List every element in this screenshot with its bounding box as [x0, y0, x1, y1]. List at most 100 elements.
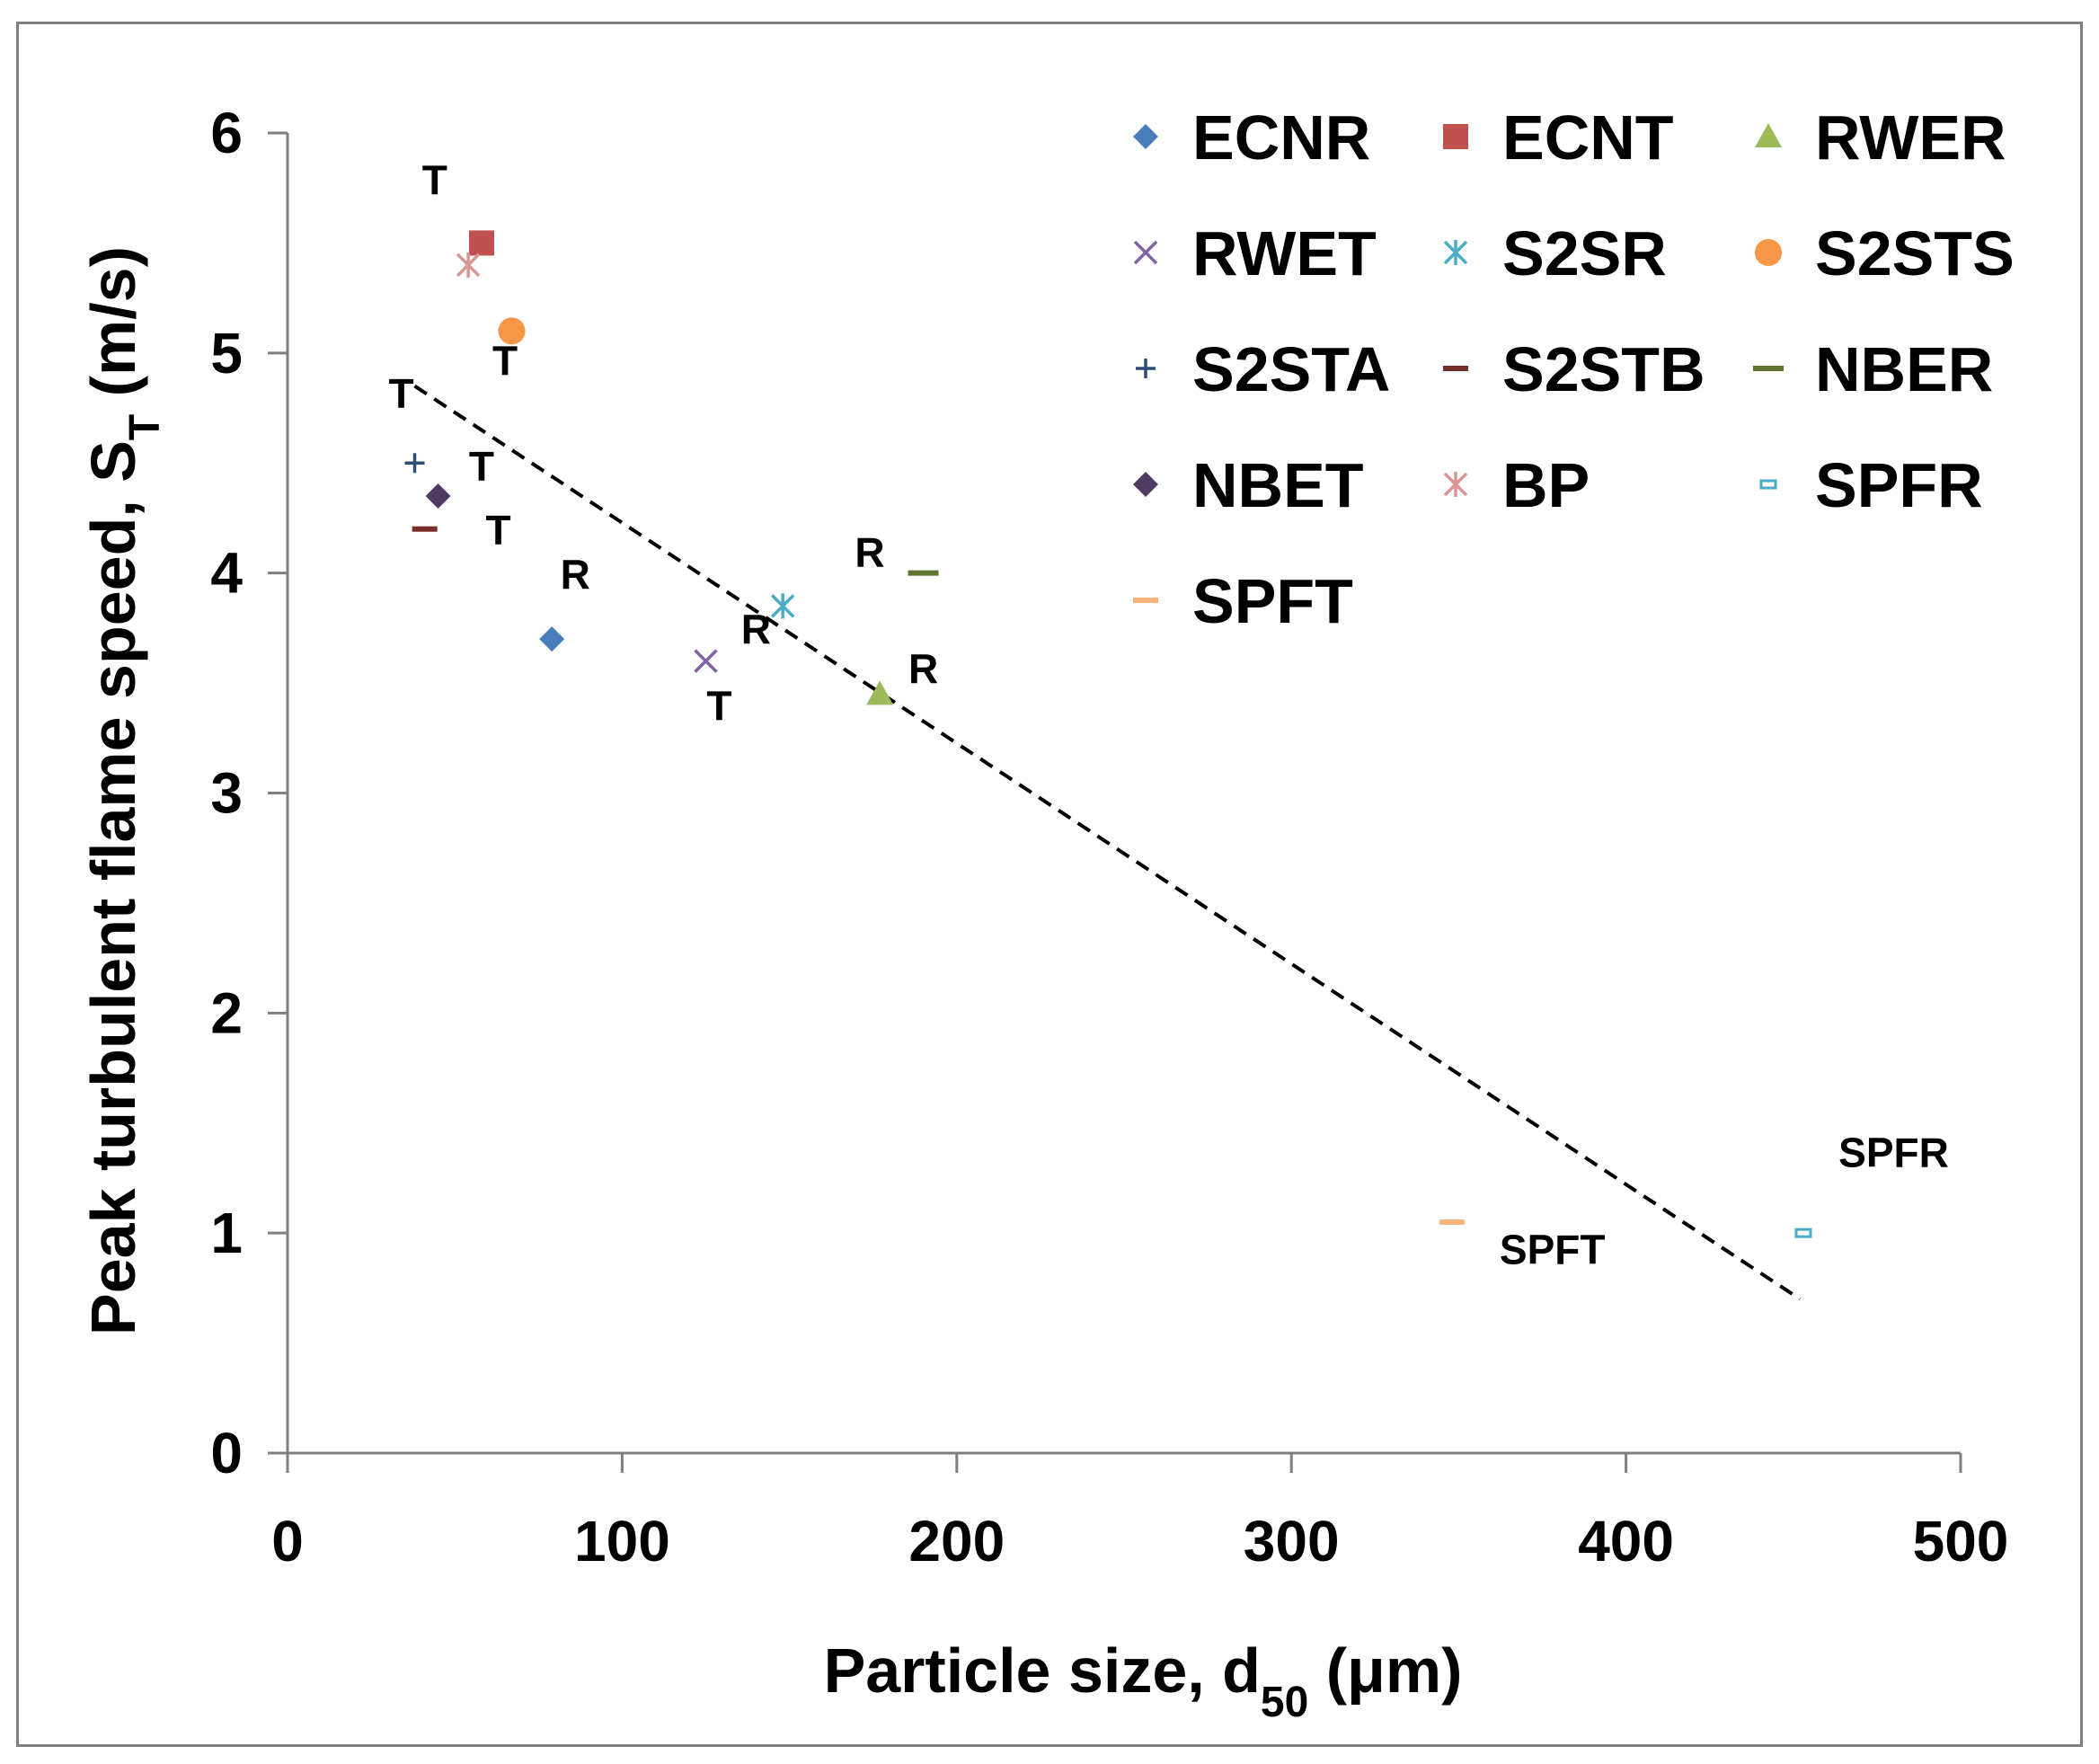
point-rwer-shape [866, 680, 894, 705]
x-tick-label: 500 [1913, 1509, 2009, 1573]
x-tick-label: 100 [574, 1509, 670, 1573]
point-spft-shape [1439, 1219, 1465, 1225]
y-tick-label: 1 [210, 1201, 243, 1265]
point-nbet-shape [425, 483, 451, 509]
legend-marker-rwet-shape [1133, 240, 1158, 265]
y-tick-label: 3 [210, 761, 243, 826]
legend-marker-bp-shape [1443, 472, 1468, 497]
annotation-label: T [492, 337, 518, 384]
legend-marker-s2sr-shape [1443, 240, 1468, 265]
legend-label-s2stb: S2STB [1502, 334, 1705, 404]
y-tick-label: 2 [210, 980, 243, 1045]
x-axis-title: Particle size, d50 (μm) [824, 1635, 1463, 1726]
legend-marker-s2sr [1443, 240, 1468, 265]
legend-marker-spft [1133, 598, 1158, 603]
point-s2stb-shape [412, 526, 438, 532]
point-s2sts-shape [498, 317, 526, 345]
point-s2sta [404, 453, 425, 474]
legend-marker-rwet [1133, 240, 1158, 265]
legend-label-bp: BP [1502, 450, 1590, 520]
point-rwet [694, 649, 718, 673]
annotation-label: T [469, 443, 494, 490]
legend-marker-nber-shape [1753, 366, 1784, 371]
annotation-label: R [561, 551, 590, 598]
legend-label-s2sts: S2STS [1815, 218, 2015, 288]
point-spft [1439, 1219, 1465, 1225]
point-s2sr-shape [770, 593, 795, 619]
point-s2sr [770, 593, 795, 619]
legend-marker-ecnt [1443, 124, 1468, 149]
point-s2sta-shape [404, 453, 425, 474]
point-ecnt-shape [468, 230, 494, 256]
x-axis-title-unit: (μm) [1308, 1635, 1462, 1706]
axes: 0 1 2 3 4 5 6 0 100 200 300 400 500 [210, 101, 2008, 1573]
chart-frame [16, 22, 2083, 1747]
annotation-label: R [741, 606, 771, 652]
legend-label-nbet: NBET [1192, 450, 1364, 520]
legend-marker-spfr-shape [1759, 479, 1777, 490]
y-axis-title-main: Peak turbulent flame speed, S [78, 440, 148, 1335]
point-ecnr [539, 626, 565, 652]
legend-marker-spft-shape [1133, 598, 1158, 603]
y-axis-title-unit: (m/s) [78, 246, 148, 414]
legend-marker-spfr [1759, 479, 1777, 490]
annotation-label: R [908, 645, 938, 692]
point-ecnt [468, 230, 494, 256]
legend: ECNR ECNT RWER RWET S2SR S2STS S2STA S2STB NBER N… [1133, 102, 2015, 636]
legend-label-rwer: RWER [1815, 102, 2006, 173]
legend-marker-rwer-shape [1755, 123, 1782, 147]
legend-marker-ecnt-shape [1443, 124, 1468, 149]
legend-label-s2sr: S2SR [1502, 218, 1667, 288]
point-rwer [866, 680, 894, 705]
point-nber [908, 570, 939, 576]
x-tick-label: 200 [908, 1509, 1005, 1573]
data-points [404, 230, 1812, 1238]
x-tick-label: 0 [271, 1509, 304, 1573]
legend-marker-s2sta [1136, 359, 1156, 378]
x-axis-title-main: Particle size, d [824, 1635, 1261, 1706]
annotation-label: SPFT [1500, 1226, 1606, 1272]
point-spfr [1794, 1228, 1812, 1238]
legend-marker-ecnr-shape [1133, 124, 1158, 149]
annotation-label: T [422, 157, 447, 204]
x-axis-title-sub: 50 [1261, 1679, 1308, 1726]
legend-marker-s2sts [1755, 239, 1782, 266]
legend-label-rwet: RWET [1192, 218, 1377, 288]
legend-marker-nbet-shape [1133, 472, 1158, 497]
point-bp-shape [456, 252, 481, 278]
point-nber-shape [908, 570, 939, 576]
point-s2sts [498, 317, 526, 345]
legend-marker-bp [1443, 472, 1468, 497]
legend-label-nber: NBER [1815, 334, 1993, 404]
y-tick-label: 4 [210, 541, 243, 606]
annotation-label: T [486, 507, 511, 554]
y-tick-label: 0 [210, 1421, 243, 1485]
point-s2stb [412, 526, 438, 532]
x-tick-label: 400 [1578, 1509, 1674, 1573]
point-spfr-shape [1794, 1228, 1812, 1238]
legend-label-s2sta: S2STA [1192, 334, 1390, 404]
legend-label-spfr: SPFR [1815, 450, 1983, 520]
legend-label-ecnt: ECNT [1502, 102, 1674, 173]
legend-marker-nber [1753, 366, 1784, 371]
trendline-layer [413, 384, 1802, 1301]
legend-marker-rwer [1755, 123, 1782, 147]
point-rwet-shape [694, 649, 718, 673]
y-axis-title: Peak turbulent flame speed, ST (m/s) [78, 246, 169, 1335]
legend-marker-nbet [1133, 472, 1158, 497]
legend-marker-s2sta-shape [1136, 359, 1156, 378]
legend-label-spft: SPFT [1192, 566, 1353, 636]
annotation-label: T [389, 370, 414, 417]
x-tick-label: 300 [1244, 1509, 1340, 1573]
legend-marker-s2sts-shape [1755, 239, 1782, 266]
legend-marker-s2stb [1443, 366, 1468, 371]
point-ecnr-shape [539, 626, 565, 652]
annotation-label: R [855, 528, 884, 575]
y-tick-label: 5 [210, 321, 243, 386]
annotation-label: SPFR [1838, 1130, 1949, 1176]
y-tick-label: 6 [210, 101, 243, 165]
legend-label-ecnr: ECNR [1192, 102, 1370, 173]
point-bp [456, 252, 481, 278]
